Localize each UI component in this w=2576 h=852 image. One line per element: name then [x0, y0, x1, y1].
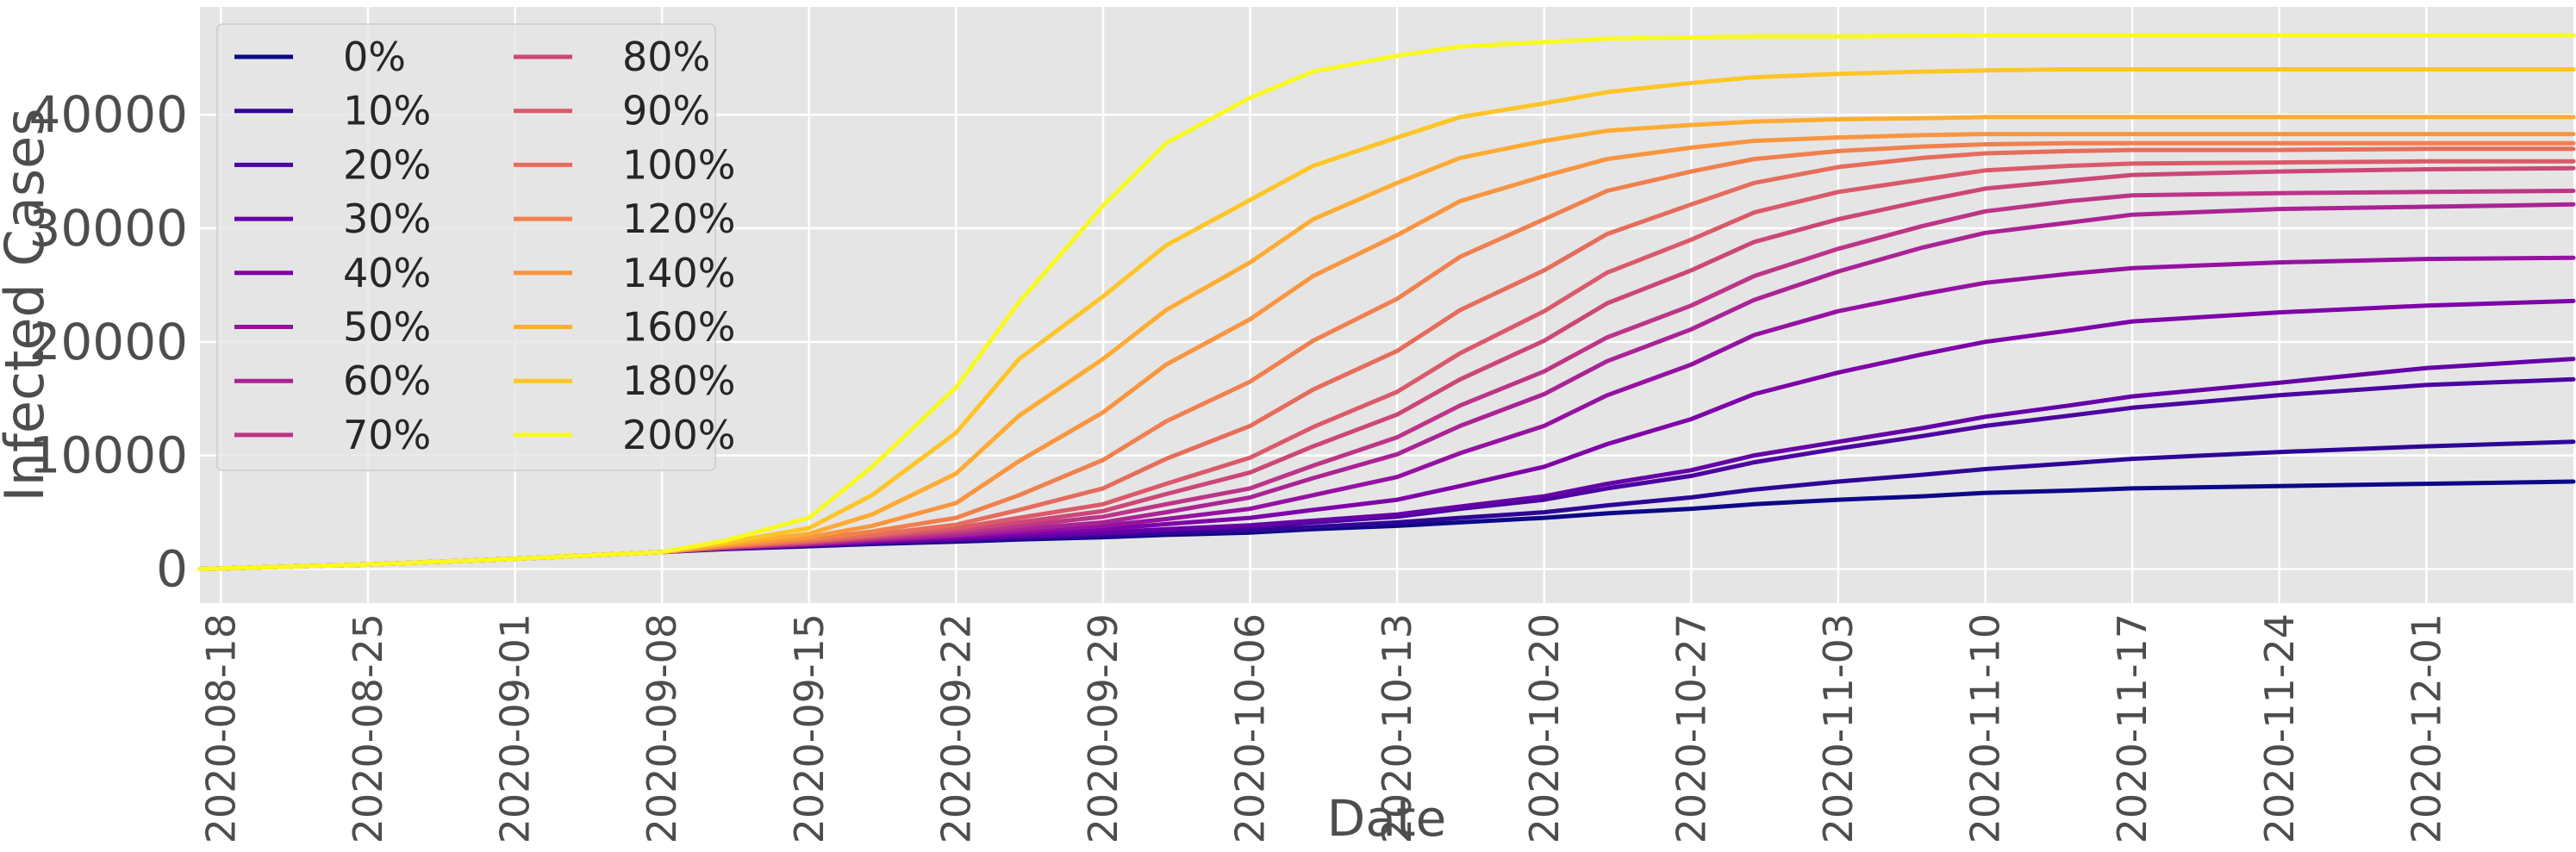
x-tick-label: 2020-12-01 — [2403, 613, 2449, 843]
legend-label: 90% — [622, 88, 710, 134]
legend: 0% 10% 20% 30% 40% 50% 60% 70% 80% 90% 100% 120% 140… — [216, 23, 736, 471]
legend-label: 160% — [622, 304, 736, 351]
x-tick-label: 2020-10-06 — [1227, 613, 1274, 843]
legend-box — [216, 23, 716, 471]
x-tick-label: 2020-10-13 — [1374, 613, 1420, 843]
legend-label: 200% — [622, 412, 736, 458]
x-tick-label: 2020-11-24 — [2256, 613, 2303, 843]
series-line — [197, 115, 2576, 571]
legend-label: 20% — [343, 141, 431, 188]
y-tick-label: 10000 — [28, 426, 188, 485]
legend-label: 50% — [343, 304, 431, 351]
legend-label: 100% — [622, 141, 736, 188]
series-lines — [197, 33, 2576, 571]
legend-label: 30% — [343, 196, 431, 242]
x-tick-label: 2020-09-15 — [786, 613, 833, 843]
series-line — [197, 67, 2576, 571]
x-tick-label: 2020-11-03 — [1815, 613, 1862, 843]
legend-label: 40% — [343, 250, 431, 296]
legend-label: 10% — [343, 88, 431, 134]
y-tick-label: 40000 — [28, 85, 188, 144]
x-tick-label: 2020-09-01 — [492, 613, 539, 843]
legend-label: 80% — [622, 34, 710, 80]
y-tick-label: 20000 — [28, 313, 188, 371]
legend-label: 140% — [622, 250, 736, 296]
legend-label: 60% — [343, 358, 431, 404]
x-axis-ticks: 2020-08-18 2020-08-25 2020-09-01 2020-09-08… — [197, 613, 2449, 843]
x-axis-label: Date — [1327, 789, 1447, 848]
x-tick-label: 2020-09-22 — [932, 613, 979, 843]
x-tick-label: 2020-09-08 — [639, 613, 685, 843]
y-axis-label: Infected Cases — [0, 108, 56, 501]
y-axis-ticks: 0 10000 20000 30000 40000 — [28, 85, 188, 598]
legend-label: 120% — [622, 196, 736, 242]
legend-label: 180% — [622, 358, 736, 404]
x-tick-label: 2020-08-18 — [197, 613, 244, 843]
series-line — [197, 33, 2576, 571]
y-tick-label: 30000 — [28, 199, 188, 258]
x-tick-label: 2020-10-20 — [1521, 613, 1568, 843]
x-tick-label: 2020-11-10 — [1962, 613, 2009, 843]
x-tick-label: 2020-10-27 — [1668, 613, 1714, 843]
legend-label: 0% — [343, 34, 406, 80]
y-tick-label: 0 — [156, 539, 188, 598]
legend-label: 70% — [343, 412, 431, 458]
x-tick-label: 2020-11-17 — [2109, 613, 2155, 843]
x-tick-label: 2020-09-29 — [1080, 613, 1126, 843]
x-tick-label: 2020-08-25 — [345, 613, 391, 843]
